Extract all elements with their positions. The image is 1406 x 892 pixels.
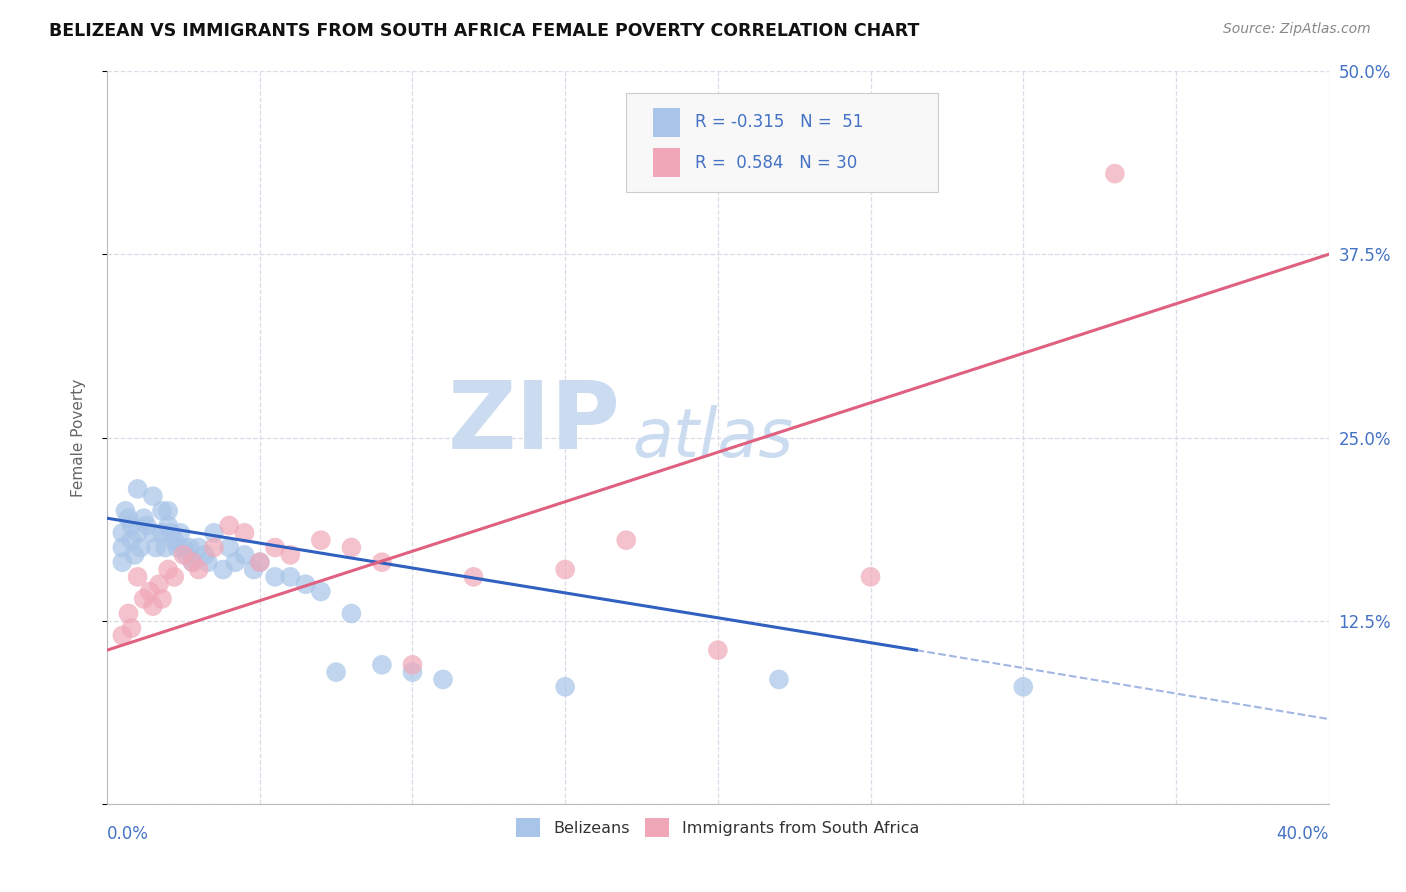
Point [181, 555, 204, 569]
Point [142, 599, 165, 614]
Text: R = -0.315   N =  51: R = -0.315 N = 51 [695, 113, 863, 131]
Point [554, 680, 576, 694]
Point [233, 525, 256, 540]
Point [187, 562, 209, 576]
Point [340, 607, 363, 621]
Point [127, 525, 149, 540]
Point [294, 577, 316, 591]
Point [153, 541, 176, 555]
Point [142, 489, 165, 503]
Point [194, 548, 217, 562]
Point [121, 533, 143, 548]
Point [233, 548, 256, 562]
Point [249, 555, 271, 569]
Point [401, 657, 423, 672]
Point [157, 504, 180, 518]
Point [218, 541, 240, 555]
Point [127, 482, 149, 496]
Point [401, 665, 423, 680]
Point [150, 504, 173, 518]
Point [371, 555, 394, 569]
Point [432, 673, 454, 687]
Text: R =  0.584   N = 30: R = 0.584 N = 30 [695, 153, 856, 171]
Point [340, 541, 363, 555]
Point [172, 541, 194, 555]
Point [121, 621, 143, 635]
Point [224, 555, 246, 569]
Point [135, 518, 157, 533]
Point [111, 541, 134, 555]
Point [249, 555, 271, 569]
Y-axis label: Female Poverty: Female Poverty [72, 378, 86, 497]
Point [132, 591, 155, 606]
Point [157, 518, 180, 533]
Point [111, 628, 134, 642]
Point [124, 548, 146, 562]
FancyBboxPatch shape [654, 108, 681, 137]
Point [264, 570, 287, 584]
Point [187, 541, 209, 555]
Text: 0.0%: 0.0% [107, 824, 149, 843]
Point [139, 584, 162, 599]
Point [121, 518, 143, 533]
Point [111, 555, 134, 569]
Point [117, 607, 139, 621]
Point [371, 657, 394, 672]
Point [166, 541, 188, 555]
Point [181, 555, 204, 569]
Point [172, 548, 194, 562]
Point [179, 541, 201, 555]
Point [768, 673, 790, 687]
Point [129, 541, 152, 555]
Point [150, 591, 173, 606]
Point [614, 533, 637, 548]
Point [132, 511, 155, 525]
Legend: Belizeans, Immigrants from South Africa: Belizeans, Immigrants from South Africa [510, 812, 927, 844]
Text: ZIP: ZIP [447, 377, 620, 469]
Point [264, 541, 287, 555]
Point [148, 577, 170, 591]
Text: 40.0%: 40.0% [1277, 824, 1329, 843]
Point [145, 541, 167, 555]
Point [202, 525, 225, 540]
Point [1012, 680, 1035, 694]
Point [554, 562, 576, 576]
Point [197, 555, 219, 569]
Point [157, 562, 180, 576]
Point [176, 548, 198, 562]
Text: BELIZEAN VS IMMIGRANTS FROM SOUTH AFRICA FEMALE POVERTY CORRELATION CHART: BELIZEAN VS IMMIGRANTS FROM SOUTH AFRICA… [49, 22, 920, 40]
Point [150, 525, 173, 540]
Point [202, 541, 225, 555]
Point [218, 518, 240, 533]
Point [142, 525, 165, 540]
Point [242, 562, 264, 576]
Point [707, 643, 730, 657]
Point [163, 570, 186, 584]
Point [127, 570, 149, 584]
FancyBboxPatch shape [626, 93, 938, 192]
Point [463, 570, 485, 584]
Point [309, 584, 332, 599]
Point [278, 570, 301, 584]
Point [212, 562, 235, 576]
Point [325, 665, 347, 680]
Point [859, 570, 882, 584]
Point [1104, 167, 1126, 181]
Point [160, 525, 183, 540]
Point [278, 548, 301, 562]
Text: Source: ZipAtlas.com: Source: ZipAtlas.com [1223, 22, 1371, 37]
Point [169, 525, 191, 540]
Point [114, 504, 136, 518]
Point [111, 525, 134, 540]
Point [309, 533, 332, 548]
Point [163, 533, 186, 548]
FancyBboxPatch shape [654, 148, 681, 178]
Text: atlas: atlas [633, 405, 793, 471]
Point [117, 511, 139, 525]
